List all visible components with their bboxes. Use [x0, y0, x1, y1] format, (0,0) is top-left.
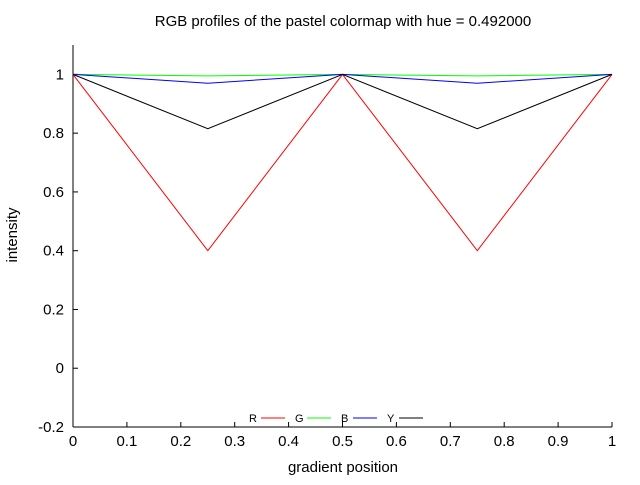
x-ticks: 0 0.1 0.2 0.3 0.4 0.5 0.6 0.7 0.8 0.9 1 [69, 422, 616, 450]
x-tick-label: 0.6 [386, 433, 407, 450]
x-tick-label: 0.1 [116, 433, 137, 450]
axes [72, 45, 612, 428]
y-tick-label: 0.2 [43, 301, 64, 318]
y-tick-label: 0.6 [43, 184, 64, 201]
series-line-r [72, 73, 613, 252]
legend-label-g: G [295, 413, 304, 425]
y-tick-label: 0.8 [43, 125, 64, 142]
x-tick-label: 0 [69, 433, 77, 450]
y-tick-label: 0.4 [43, 243, 64, 260]
x-tick-label: 0.4 [278, 433, 299, 450]
x-tick-label: 0.9 [548, 433, 569, 450]
x-tick-label: 0.3 [224, 433, 245, 450]
y-tick-label: 1 [56, 66, 64, 83]
y-axis-label: intensity [4, 207, 21, 263]
x-tick-label: 1 [608, 433, 616, 450]
y-tick-label: -0.2 [38, 419, 64, 436]
x-tick-label: 0.8 [494, 433, 515, 450]
legend-label-r: R [249, 413, 257, 425]
chart-title: RGB profiles of the pastel colormap with… [155, 13, 531, 30]
x-tick-label: 0.2 [170, 433, 191, 450]
series-line-y [72, 73, 613, 130]
x-tick-label: 0.7 [440, 433, 461, 450]
y-ticks: -0.2 0 0.2 0.4 0.6 0.8 1 [38, 66, 78, 436]
legend-label-y: Y [387, 413, 395, 425]
y-tick-label: 0 [56, 360, 64, 377]
series-lines [72, 73, 613, 252]
x-tick-label: 0.5 [332, 433, 353, 450]
x-axis-label: gradient position [288, 459, 398, 476]
legend-label-b: B [341, 413, 348, 425]
